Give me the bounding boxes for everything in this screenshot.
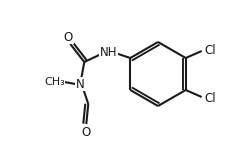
Text: O: O [63, 30, 73, 44]
Text: Cl: Cl [203, 91, 215, 105]
Text: N: N [76, 77, 84, 91]
Text: CH₃: CH₃ [44, 77, 64, 87]
Text: Cl: Cl [203, 44, 215, 56]
Text: NH: NH [99, 46, 117, 59]
Text: O: O [81, 126, 90, 138]
